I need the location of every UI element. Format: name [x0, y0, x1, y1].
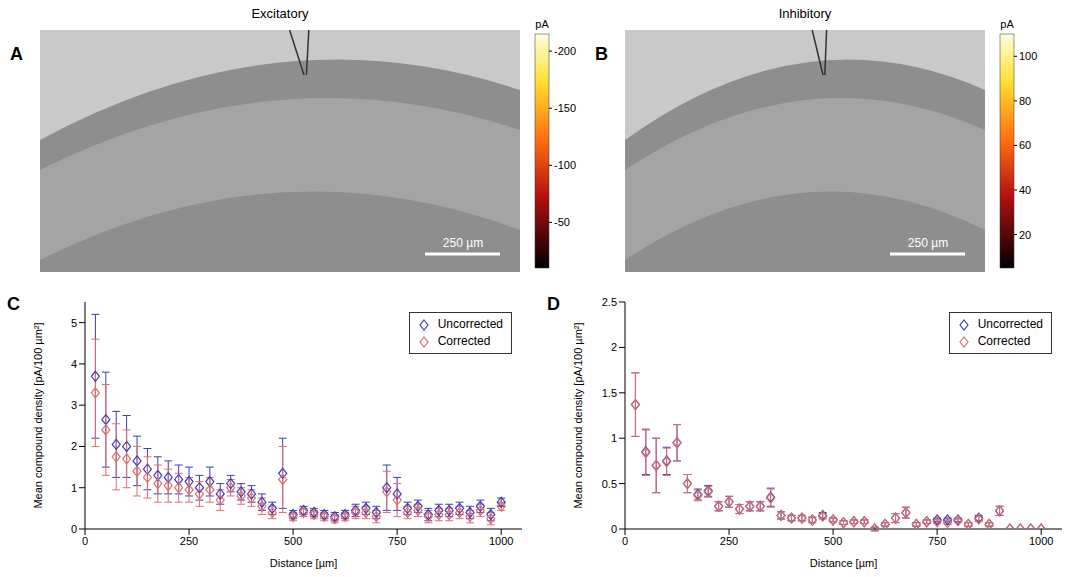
svg-text:1.5: 1.5 — [602, 387, 617, 399]
svg-text:5: 5 — [71, 317, 77, 329]
svg-text:-100: -100 — [554, 159, 576, 171]
html-text:Uncorrected: Uncorrected — [977, 317, 1043, 331]
svg-text:60: 60 — [1019, 139, 1031, 151]
svg-text:250 µm: 250 µm — [908, 236, 948, 250]
svg-text:250: 250 — [180, 535, 198, 547]
svg-text:-50: -50 — [554, 216, 570, 228]
svg-text:1: 1 — [71, 482, 77, 494]
html-text:D: D — [547, 294, 560, 314]
svg-text:0: 0 — [82, 535, 88, 547]
svg-text:1000: 1000 — [489, 535, 513, 547]
svg-text:500: 500 — [824, 535, 842, 547]
svg-text:1000: 1000 — [1029, 535, 1053, 547]
svg-text:2: 2 — [611, 341, 617, 353]
svg-text:0.5: 0.5 — [602, 478, 617, 490]
svg-text:Distance [µm]: Distance [µm] — [810, 557, 877, 569]
svg-text:pA: pA — [1000, 18, 1014, 30]
svg-text:0: 0 — [622, 535, 628, 547]
svg-text:500: 500 — [284, 535, 302, 547]
svg-text:2.5: 2.5 — [602, 296, 617, 308]
svg-text:-150: -150 — [554, 102, 576, 114]
svg-text:0: 0 — [611, 523, 617, 535]
html-text:Corrected: Corrected — [437, 334, 491, 348]
svg-text:750: 750 — [388, 535, 406, 547]
svg-text:250 µm: 250 µm — [443, 236, 483, 250]
svg-text:Inhibitory: Inhibitory — [779, 6, 832, 21]
svg-text:4: 4 — [71, 358, 77, 370]
svg-text:1: 1 — [611, 432, 617, 444]
svg-text:100: 100 — [1019, 50, 1037, 62]
html-text:Uncorrected: Uncorrected — [437, 317, 503, 331]
html-text:Corrected: Corrected — [977, 334, 1031, 348]
html-text:C: C — [7, 294, 20, 314]
svg-text:Distance [µm]: Distance [µm] — [270, 557, 337, 569]
svg-text:250: 250 — [720, 535, 738, 547]
svg-text:80: 80 — [1019, 95, 1031, 107]
svg-text:pA: pA — [535, 18, 549, 30]
svg-text:40: 40 — [1019, 184, 1031, 196]
svg-text:B: B — [595, 44, 608, 64]
svg-text:3: 3 — [71, 399, 77, 411]
svg-text:Mean compound density [pA/100: Mean compound density [pA/100 µm²] — [32, 322, 44, 508]
svg-text:-200: -200 — [554, 45, 576, 57]
svg-text:Excitatory: Excitatory — [251, 6, 309, 21]
svg-text:Mean compound density [pA/100: Mean compound density [pA/100 µm²] — [572, 322, 584, 508]
svg-text:750: 750 — [928, 535, 946, 547]
svg-text:2: 2 — [71, 440, 77, 452]
svg-text:20: 20 — [1019, 229, 1031, 241]
svg-text:0: 0 — [71, 523, 77, 535]
svg-text:A: A — [10, 44, 23, 64]
